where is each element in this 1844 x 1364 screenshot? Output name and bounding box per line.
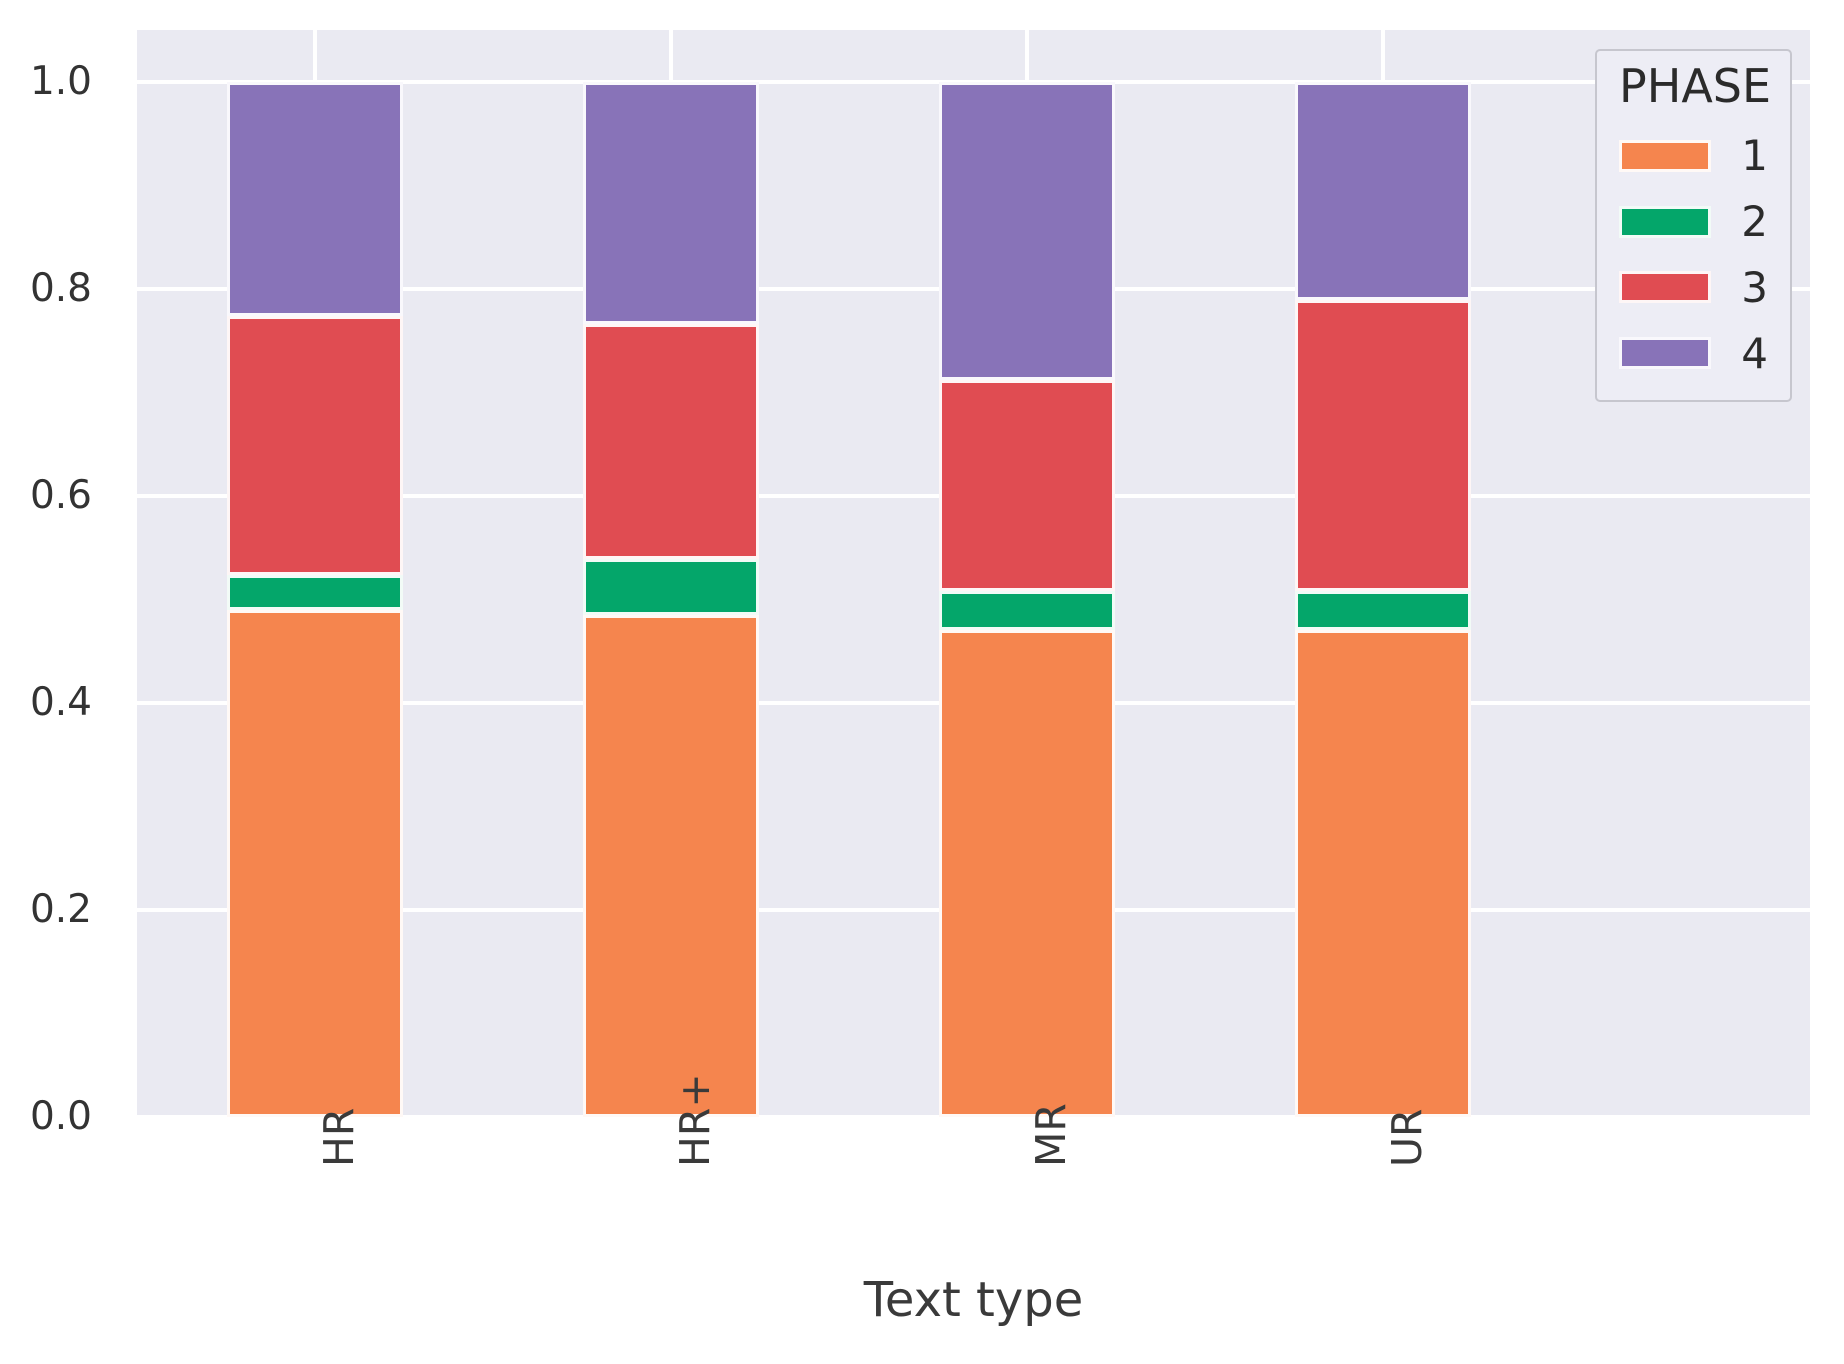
legend-entry-phase-3: 3	[1619, 255, 1768, 321]
legend-swatch-phase-3	[1619, 271, 1711, 304]
legend-entry-label: 1	[1741, 131, 1768, 181]
bar-HR+	[583, 81, 759, 1117]
bar-segment-phase-3	[583, 324, 759, 560]
legend: PHASE 1 2 3 4	[1595, 49, 1792, 402]
bar-segment-phase-1	[938, 630, 1115, 1117]
bar-segment-phase-4	[227, 81, 403, 316]
bar-segment-phase-2	[938, 591, 1115, 631]
bar-segment-phase-2	[1294, 591, 1471, 631]
legend-swatch-phase-1	[1619, 139, 1711, 172]
gridline-horizontal	[137, 79, 1810, 84]
gridline-horizontal	[137, 1115, 1810, 1119]
legend-entry-phase-2: 2	[1619, 189, 1768, 255]
bar-UR	[1294, 81, 1471, 1117]
bar-segment-phase-3	[938, 379, 1115, 592]
x-tick-label-HR: HR	[314, 1107, 363, 1167]
legend-swatch-phase-4	[1619, 337, 1711, 370]
legend-entry-label: 3	[1741, 262, 1768, 312]
y-tick-label: 0.8	[29, 265, 92, 311]
legend-entry-phase-4: 4	[1619, 320, 1768, 386]
x-tick-label-UR: UR	[1382, 1108, 1431, 1168]
axes	[137, 30, 1810, 1119]
x-axis-label: Text type	[863, 1272, 1084, 1328]
y-tick-label: 1.0	[29, 58, 92, 104]
y-tick-label: 0.6	[29, 472, 92, 518]
bar-segment-phase-1	[1294, 630, 1471, 1117]
y-tick-label: 0.0	[29, 1094, 92, 1139]
bar-MR	[938, 81, 1115, 1117]
bar-segment-phase-3	[227, 315, 403, 575]
legend-entry-label: 2	[1741, 197, 1768, 247]
bar-segment-phase-1	[583, 614, 759, 1117]
bar-segment-phase-2	[227, 574, 403, 610]
legend-entry-label: 4	[1741, 328, 1768, 378]
legend-swatch-phase-2	[1619, 205, 1711, 238]
bar-HR	[227, 81, 403, 1117]
x-tick-label-MR: MR	[1026, 1103, 1075, 1167]
bar-segment-phase-4	[938, 81, 1115, 380]
bar-segment-phase-2	[583, 559, 759, 615]
bar-segment-phase-4	[583, 81, 759, 325]
bar-segment-phase-4	[1294, 81, 1471, 301]
x-tick-label-HR+: HR+	[670, 1073, 719, 1167]
legend-entries: 1 2 3 4	[1619, 123, 1768, 386]
legend-title: PHASE	[1619, 59, 1772, 113]
bar-segment-phase-3	[1294, 300, 1471, 592]
legend-entry-phase-1: 1	[1619, 123, 1768, 189]
bar-segment-phase-1	[227, 609, 403, 1117]
y-tick-label: 0.2	[29, 886, 92, 932]
y-tick-label: 0.4	[29, 679, 92, 725]
